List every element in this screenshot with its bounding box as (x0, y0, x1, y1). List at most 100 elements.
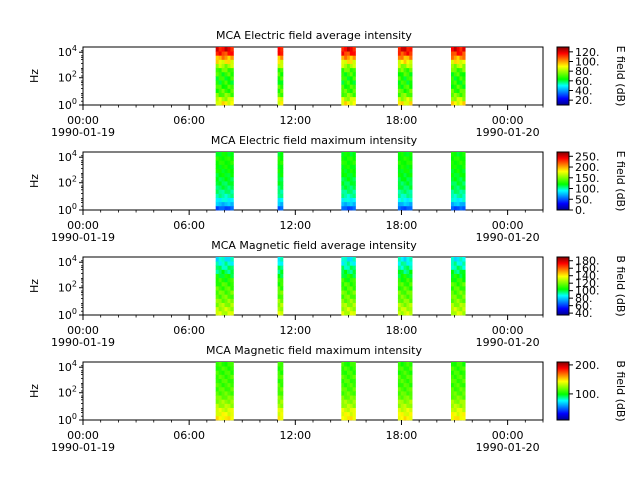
x-tick-label: 18:00 (386, 219, 418, 232)
heatmap-cell (456, 84, 460, 89)
heatmap-cell (451, 395, 455, 400)
heatmap-cell (409, 265, 413, 270)
heatmap-cell (400, 193, 404, 198)
heatmap-cell (406, 286, 410, 291)
heatmap-cell (277, 160, 281, 165)
heatmap-cell (218, 71, 222, 77)
heatmap-cell (403, 84, 407, 89)
heatmap-cell (215, 47, 220, 52)
heatmap-cell (352, 257, 356, 262)
heatmap-cell (277, 261, 281, 266)
heatmap-cell (218, 76, 222, 81)
heatmap-cell (224, 156, 228, 161)
heatmap-cell (352, 185, 356, 190)
heatmap-cell (451, 156, 455, 161)
heatmap-cell (277, 386, 281, 392)
heatmap-cell (341, 189, 345, 194)
colorbar-tick-label: 100. (575, 285, 600, 298)
heatmap-cell (280, 382, 284, 388)
heatmap-cell (344, 164, 348, 169)
heatmap-cell (403, 273, 407, 279)
y-tick-exponent: 2 (72, 385, 77, 394)
heatmap-cell (221, 189, 225, 194)
heatmap-cell (397, 302, 402, 308)
colorbar (556, 361, 570, 421)
heatmap-cell (218, 415, 222, 421)
heatmap-cell (352, 172, 356, 178)
heatmap-cell (451, 399, 455, 404)
heatmap-cell (406, 269, 410, 274)
heatmap-cell (459, 269, 463, 274)
heatmap-cell (277, 71, 281, 77)
x-tick-label: 00:00 (67, 114, 99, 127)
heatmap-cell (459, 47, 463, 52)
heatmap-cell (453, 152, 458, 157)
y-tick-base: 10 (58, 361, 72, 374)
heatmap-cell (456, 156, 460, 161)
heatmap-cell (227, 366, 231, 371)
heatmap-cell (352, 306, 356, 312)
heatmap-cell (277, 411, 281, 417)
heatmap-cell (352, 310, 356, 316)
heatmap-cell (406, 265, 410, 270)
heatmap-cell (397, 411, 402, 417)
heatmap-cell (277, 265, 281, 270)
heatmap-cell (453, 168, 458, 174)
heatmap-cell (400, 382, 404, 388)
heatmap-cell (409, 152, 413, 157)
heatmap-cell (397, 88, 402, 93)
heatmap-cell (346, 277, 351, 283)
colorbar-label: E field (dB) (614, 46, 627, 107)
heatmap-cell (352, 399, 356, 404)
heatmap-cell (403, 302, 407, 308)
heatmap-cell (462, 193, 466, 198)
heatmap-cell (280, 100, 284, 106)
heatmap-cell (218, 391, 222, 396)
heatmap-cell (218, 47, 222, 52)
heatmap-cell (456, 281, 460, 287)
heatmap-cell (349, 362, 354, 367)
plot-frame (82, 361, 544, 421)
heatmap-cell (456, 71, 460, 77)
heatmap-cell (215, 193, 220, 198)
heatmap-cell (280, 395, 284, 400)
heatmap-cell (406, 96, 410, 102)
heatmap-cell (230, 382, 234, 388)
heatmap-cell (280, 407, 284, 413)
heatmap-cell (224, 399, 228, 404)
heatmap-cell (230, 71, 234, 77)
heatmap-cell (277, 302, 281, 308)
heatmap-cell (341, 172, 345, 178)
heatmap-cell (277, 277, 281, 283)
heatmap-cell (459, 100, 463, 106)
heatmap-cell (218, 281, 222, 287)
heatmap-cell (403, 370, 407, 375)
heatmap-cell (341, 294, 345, 299)
heatmap-cell (459, 176, 463, 182)
heatmap-cell (352, 378, 356, 384)
colorbar-tick-label: 200. (575, 161, 600, 174)
heatmap-cell (462, 71, 466, 77)
heatmap-cell (221, 156, 225, 161)
heatmap-cell (453, 51, 458, 56)
heatmap-cell (349, 100, 354, 106)
heatmap-cell (397, 205, 402, 211)
heatmap-cell (227, 403, 231, 408)
heatmap-cell (409, 290, 413, 295)
heatmap-cell (230, 189, 234, 194)
heatmap-cell (277, 152, 281, 157)
heatmap-cell (344, 71, 348, 77)
heatmap-cell (280, 370, 284, 375)
heatmap-cell (341, 257, 345, 262)
heatmap-cell (403, 55, 407, 60)
heatmap-cell (218, 286, 222, 291)
colorbar-tick-label: 100. (575, 183, 600, 196)
heatmap-cell (227, 176, 231, 182)
heatmap-cell (352, 290, 356, 295)
heatmap-cell (403, 176, 407, 182)
heatmap-cell (346, 378, 351, 384)
heatmap-cell (341, 160, 345, 165)
heatmap-cell (400, 306, 404, 312)
heatmap-cell (456, 185, 460, 190)
heatmap-cell (397, 391, 402, 396)
